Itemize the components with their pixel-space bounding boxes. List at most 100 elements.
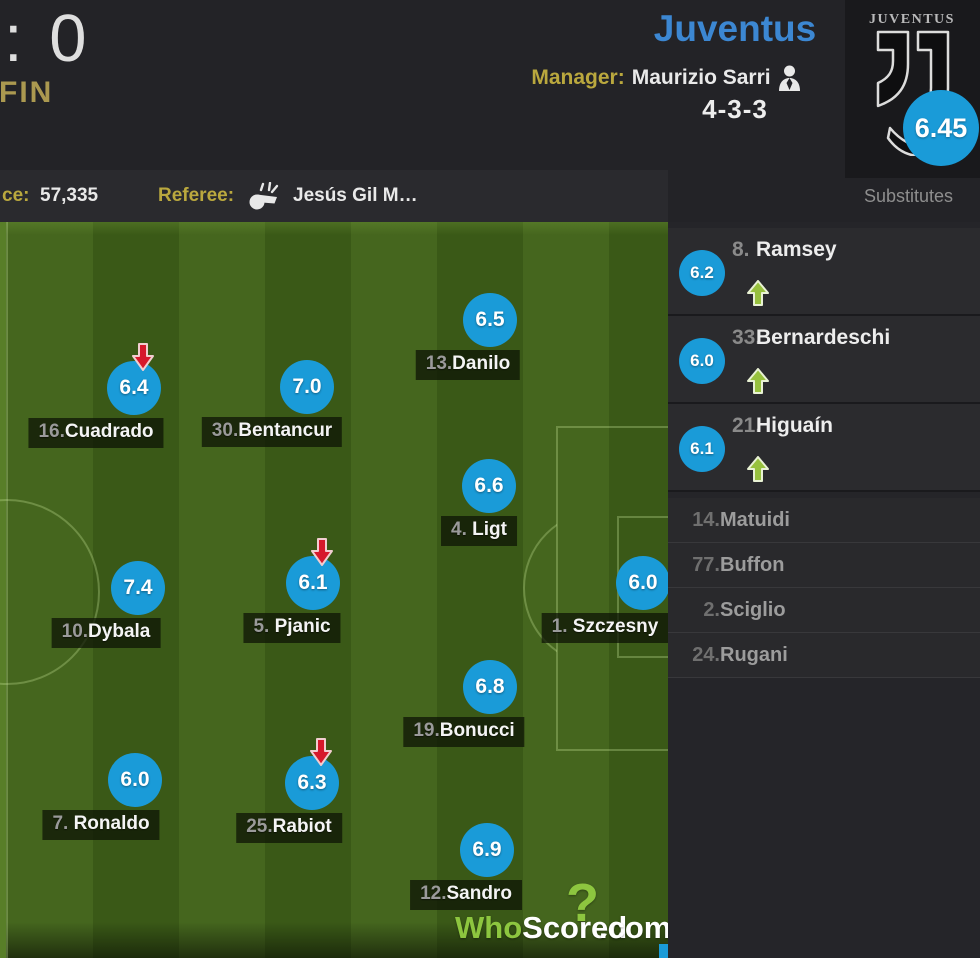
player-dybala[interactable]: 7.4 10.Dybala [51, 561, 165, 648]
player-shirt-number: 1. [551, 616, 573, 637]
substitute-shirt-number: 2. [703, 599, 720, 621]
player-danilo[interactable]: 6.5 13.Danilo [415, 293, 521, 380]
substitute-name: Higuaín [756, 414, 833, 437]
player-name: Sandro [446, 883, 512, 904]
player-shirt-number: 25. [246, 816, 273, 837]
player-name: Danilo [452, 353, 511, 374]
player-ronaldo[interactable]: 6.0 7. Ronaldo [42, 753, 162, 840]
substitutes-unused-list: 14.Matuidi 77.Buffon 2. Sciglio 24.Rugani [668, 498, 980, 678]
player-cuadrado[interactable]: 6.4 16.Cuadrado [28, 343, 164, 448]
player-rating-badge[interactable]: 6.5 [463, 293, 517, 347]
substitutes-panel: 6.2 8. Ramsey 6.0 33.Bernardeschi 6.1 21.Higu… [668, 222, 980, 958]
attendance-value: 57,335 [40, 185, 99, 206]
green-up-arrow-icon [747, 456, 769, 482]
substitute-row-bernardeschi[interactable]: 6.0 33.Bernardeschi [668, 316, 980, 404]
player-rating-badge[interactable]: 7.0 [280, 360, 334, 414]
player-rating-badge[interactable]: 7.4 [111, 561, 165, 615]
player-rating-badge[interactable]: 6.3 [285, 756, 339, 810]
player-name: Bonucci [439, 720, 515, 741]
substitute-shirt-number: 77. [692, 554, 720, 576]
substitute-name: Sciglio [720, 599, 786, 621]
substitute-row-higuaín[interactable]: 6.1 21.Higuaín [668, 404, 980, 492]
manager-person-icon [778, 65, 800, 91]
player-bentancur[interactable]: 7.0 30.Bentancur [201, 360, 343, 447]
score-text: : 0 [4, 1, 91, 76]
manager-label: Manager: [531, 66, 625, 89]
substitute-rating-badge[interactable]: 6.2 [679, 250, 725, 296]
player-shirt-number: 12. [420, 883, 447, 904]
player-shirt-number: 4. [451, 519, 473, 540]
substitutes-used-list: 6.2 8. Ramsey 6.0 33.Bernardeschi 6.1 21.Higu… [668, 228, 980, 492]
player-rating-badge[interactable]: 6.6 [462, 459, 516, 513]
player-name-label[interactable]: 16.Cuadrado [28, 418, 164, 448]
player-rating-badge[interactable]: 6.4 [107, 361, 161, 415]
referee-name[interactable]: Jesús Gil M… [293, 185, 418, 206]
substitute-name: Rugani [720, 644, 788, 666]
player-name-label[interactable]: 30.Bentancur [201, 417, 343, 447]
player-sandro[interactable]: 6.9 12.Sandro [410, 823, 522, 910]
player-rating-badge[interactable]: 6.1 [286, 556, 340, 610]
substitute-row-matuidi[interactable]: 14.Matuidi [668, 498, 980, 543]
player-name-label[interactable]: 19.Bonucci [403, 717, 525, 747]
team-name[interactable]: Juventus [653, 8, 817, 49]
player-name-label[interactable]: 10.Dybala [51, 618, 161, 648]
substitute-row-sciglio[interactable]: 2. Sciglio [668, 588, 980, 633]
player-rabiot[interactable]: 6.3 25.Rabiot [236, 738, 342, 843]
player-name-label[interactable]: 7. Ronaldo [42, 810, 160, 840]
player-pjanic[interactable]: 6.1 5. Pjanic [243, 538, 341, 643]
player-shirt-number: 30. [211, 420, 239, 441]
player-name: Rabiot [272, 816, 332, 837]
substitute-name-line: 8. Ramsey [732, 238, 837, 262]
player-rating-badge[interactable]: 6.0 [108, 753, 162, 807]
player-name: Pjanic [274, 616, 331, 637]
player-name-label[interactable]: 12.Sandro [410, 880, 522, 910]
player-rating-badge[interactable]: 6.9 [460, 823, 514, 877]
substitute-name-line: 33.Bernardeschi [732, 326, 890, 350]
manager-line: Manager: Maurizio Sarri [490, 62, 842, 94]
substitutes-title: Substitutes [863, 186, 953, 206]
player-shirt-number: 13. [425, 353, 453, 374]
substitute-shirt-number: 14. [692, 509, 720, 531]
player-ligt[interactable]: 6.6 4. Ligt [441, 459, 517, 546]
player-name: Szczesny [572, 616, 659, 637]
watermark-who: Who [455, 910, 523, 945]
player-shirt-number: 7. [52, 813, 74, 834]
substitute-name: Ramsey [756, 238, 837, 261]
crest-wordmark: JUVENTUS [869, 12, 955, 27]
player-name-label[interactable]: 25.Rabiot [236, 813, 342, 843]
substitute-rating-badge[interactable]: 6.0 [679, 338, 725, 384]
info-bar: ce: 57,335 Referee: Jesús Gil M… [0, 170, 668, 222]
pitch: WhoScored ? .com 6.4 16.Cuadrado 7.0 30.Ben… [0, 222, 668, 958]
clipped-rating-fragment [659, 944, 668, 958]
player-name-label[interactable]: 5. Pjanic [243, 613, 341, 643]
player-name-label[interactable]: 4. Ligt [441, 516, 517, 546]
formation: 4-3-3 [702, 94, 768, 124]
red-down-arrow-icon [311, 538, 333, 566]
player-rating-badge[interactable]: 6.8 [463, 660, 517, 714]
player-shirt-number: 5. [253, 616, 275, 637]
substitute-row-rugani[interactable]: 24.Rugani [668, 633, 980, 678]
player-name: Bentancur [238, 420, 333, 441]
red-down-arrow-icon [310, 738, 332, 766]
player-name-label[interactable]: 13.Danilo [415, 350, 521, 380]
manager-name[interactable]: Maurizio Sarri [631, 66, 771, 89]
match-status: FIN [0, 76, 54, 109]
team-rating-badge: 6.45 [903, 90, 979, 166]
substitute-shirt-number: 21. [732, 414, 762, 437]
substitute-shirt-number: 33. [732, 326, 762, 349]
attendance-label: ce: [2, 185, 30, 206]
player-shirt-number: 19. [413, 720, 440, 741]
player-bonucci[interactable]: 6.8 19.Bonucci [403, 660, 525, 747]
substitute-row-ramsey[interactable]: 6.2 8. Ramsey [668, 228, 980, 316]
player-name: Dybala [88, 621, 151, 642]
player-rating-badge[interactable]: 6.0 [616, 556, 668, 610]
player-name-label[interactable]: 1. Szczesny [541, 613, 668, 643]
substitute-rating-badge[interactable]: 6.1 [679, 426, 725, 472]
substitute-shirt-number: 8. [732, 238, 750, 261]
substitute-row-buffon[interactable]: 77.Buffon [668, 543, 980, 588]
green-up-arrow-icon [747, 368, 769, 394]
substitute-name: Matuidi [720, 509, 790, 531]
whistle-icon [249, 182, 279, 210]
player-szczesny[interactable]: 6.0 1. Szczesny [541, 556, 668, 643]
